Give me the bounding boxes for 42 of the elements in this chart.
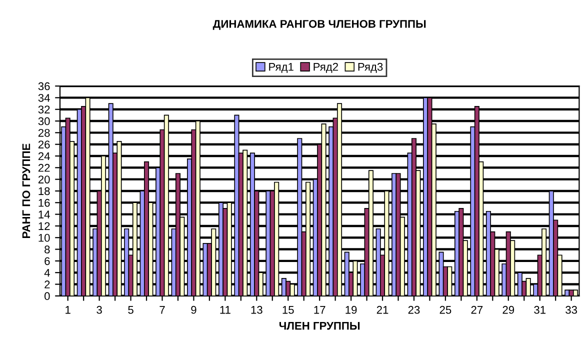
y-tick-label: 36 <box>38 82 50 90</box>
y-tick-label: 8 <box>44 246 50 254</box>
x-tick-label: 33 <box>566 306 578 314</box>
x-tick-label: 25 <box>440 306 452 314</box>
x-tick-label: 11 <box>220 306 230 314</box>
x-tick-label: 27 <box>471 306 483 314</box>
y-tick-label: 16 <box>38 198 50 207</box>
y-axis-title: РАНГ ПО ГРУППЕ <box>22 144 30 238</box>
y-tick-label: 14 <box>38 210 50 218</box>
y-tick-label: 18 <box>38 187 50 196</box>
y-tick-label: 28 <box>38 128 50 137</box>
x-tick-label: 3 <box>96 306 102 314</box>
x-axis-title: ЧЛЕН ГРУППЫ <box>279 322 360 330</box>
x-tick-label: 15 <box>282 306 294 314</box>
y-tick-label: 20 <box>38 176 50 184</box>
y-tick-label: 24 <box>38 152 50 160</box>
chart-title: ДИНАМИКА РАНГОВ ЧЛЕНОВ ГРУППЫ <box>212 20 426 30</box>
x-tick-label: 13 <box>251 306 262 314</box>
x-tick-label: 9 <box>191 306 196 314</box>
x-tick-label: 17 <box>314 306 326 314</box>
x-tick-label: 7 <box>160 306 165 314</box>
y-tick-label: 12 <box>38 222 50 230</box>
legend-label: Ряд3 <box>358 62 383 73</box>
x-tick-label: 19 <box>346 306 357 314</box>
y-tick-label: 6 <box>44 257 50 266</box>
y-tick-label: 30 <box>38 117 50 126</box>
x-tick-label: 31 <box>534 306 546 314</box>
y-tick-label: 4 <box>44 268 50 277</box>
y-tick-label: 26 <box>38 140 50 148</box>
y-tick-label: 32 <box>38 106 50 114</box>
x-tick-label: 29 <box>502 306 514 314</box>
legend-label: Ряд2 <box>314 62 338 73</box>
y-tick-label: 2 <box>44 280 50 288</box>
y-tick-label: 34 <box>38 94 50 102</box>
legend-label: Ряд1 <box>269 63 294 73</box>
x-tick-label: 1 <box>66 306 70 314</box>
y-tick-label: 10 <box>38 234 50 242</box>
x-tick-label: 21 <box>376 306 388 314</box>
x-tick-label: 5 <box>128 306 134 314</box>
y-tick-label: 22 <box>38 164 50 172</box>
y-tick-label: 0 <box>44 292 50 300</box>
x-tick-label: 23 <box>408 306 420 314</box>
